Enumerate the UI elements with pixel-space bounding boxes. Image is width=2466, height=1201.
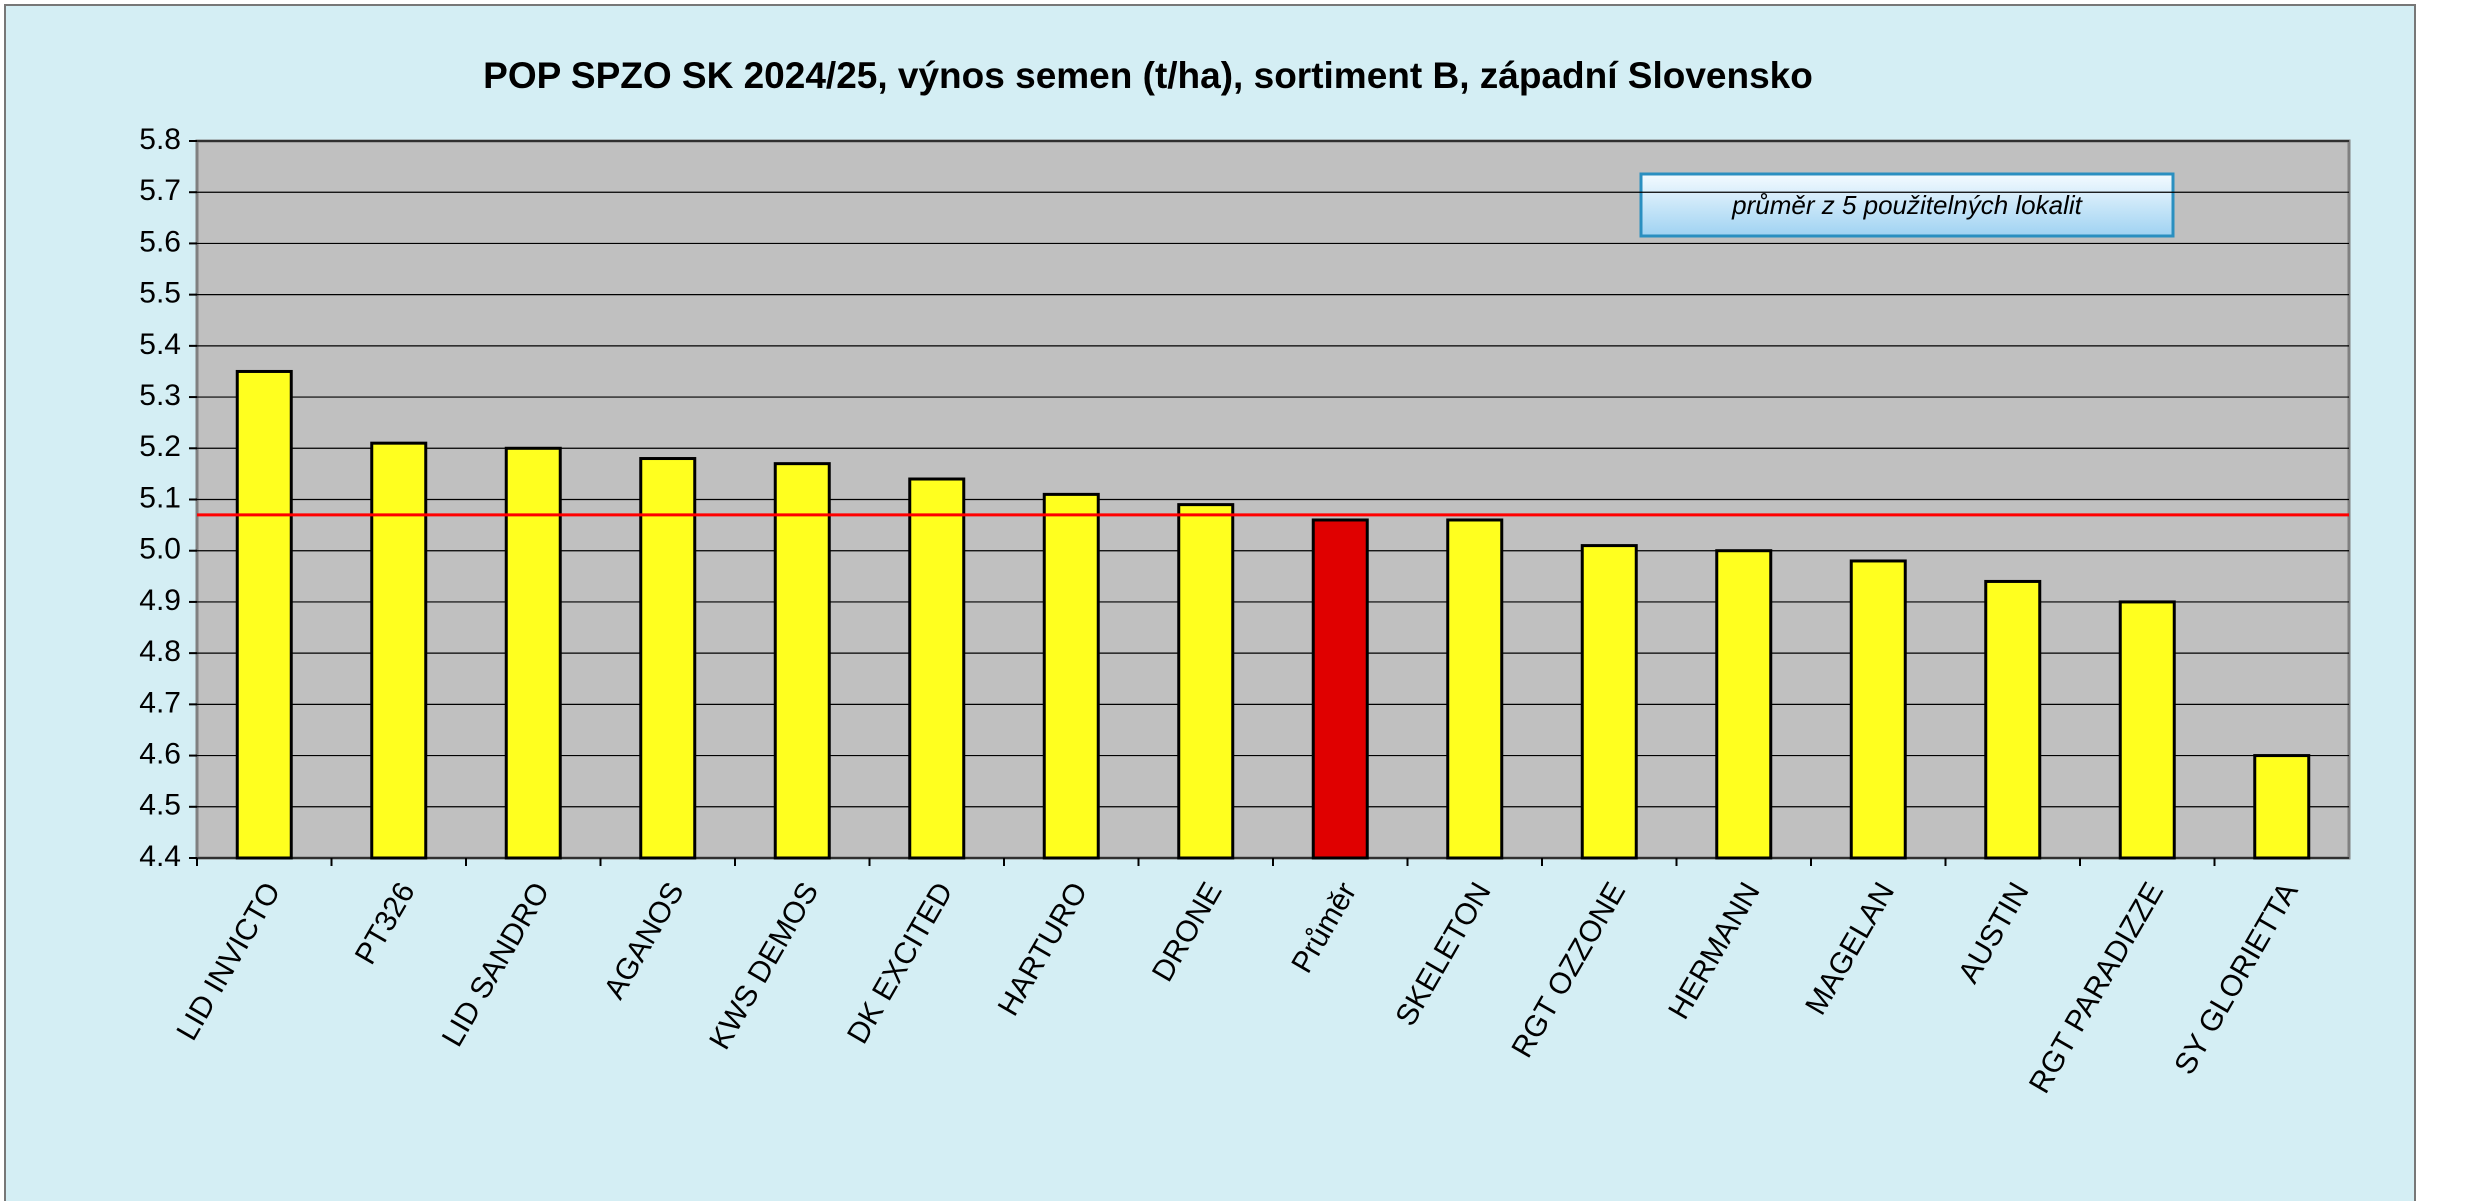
y-tick-label: 5.0: [139, 533, 181, 566]
bar: [504, 446, 562, 860]
y-tick-label: 5.3: [139, 379, 181, 412]
y-tick-label: 4.5: [139, 789, 181, 822]
y-tick-label: 4.7: [139, 686, 181, 719]
bar: [908, 477, 966, 860]
bar: [235, 369, 293, 860]
y-tick-label: 4.6: [139, 737, 181, 770]
y-tick-label: 4.9: [139, 584, 181, 617]
annotation-box: [1639, 172, 2175, 238]
bar: [1177, 503, 1235, 860]
bar: [1849, 559, 1907, 860]
y-tick-label: 5.6: [139, 225, 181, 258]
y-tick-label: 5.5: [139, 277, 181, 310]
bar: [773, 462, 831, 860]
bar: [2253, 754, 2311, 860]
y-tick-label: 5.2: [139, 430, 181, 463]
y-tick-label: 5.7: [139, 174, 181, 207]
bar: [1715, 549, 1773, 860]
y-tick-label: 5.4: [139, 328, 181, 361]
annotation: průměr z 5 použitelných lokalit: [1731, 190, 2083, 220]
bar: [1042, 492, 1100, 860]
bar: [2118, 600, 2176, 860]
bar: [1984, 579, 2042, 860]
bar: [639, 457, 697, 860]
bar: [1311, 518, 1369, 860]
bar: [370, 441, 428, 860]
bar: [1580, 544, 1638, 860]
y-tick-label: 4.8: [139, 635, 181, 668]
y-tick-label: 4.4: [139, 840, 181, 873]
y-tick-label: 5.8: [139, 123, 181, 156]
bar: [1446, 518, 1504, 860]
y-tick-label: 5.1: [139, 481, 181, 514]
chart-title: POP SPZO SK 2024/25, výnos semen (t/ha),…: [483, 55, 1813, 96]
